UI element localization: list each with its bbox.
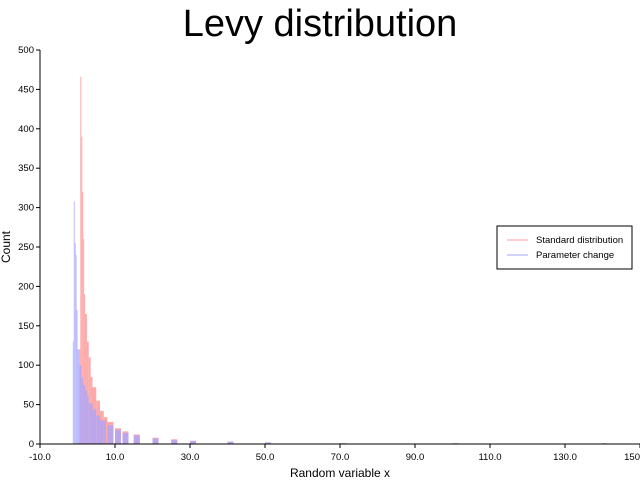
histogram-bar [80, 76, 82, 445]
chart-title: Levy distribution [183, 3, 458, 45]
x-tick-label: 30.0 [181, 452, 200, 463]
series-1 [72, 201, 607, 444]
y-tick-label: 150 [18, 321, 34, 332]
x-tick-label: 130.0 [553, 452, 577, 463]
histogram-bar [265, 442, 271, 444]
histogram-bar [72, 341, 74, 444]
histogram-bar [92, 409, 97, 444]
histogram-bar [115, 429, 121, 444]
histogram-bar [190, 440, 196, 444]
histogram-bar [171, 440, 178, 444]
histogram-bar [100, 420, 106, 444]
y-tick-label: 500 [18, 45, 34, 56]
histogram-bar [76, 310, 78, 444]
histogram-bar [85, 313, 87, 444]
histogram-bar [83, 239, 85, 444]
y-tick-label: 250 [18, 242, 34, 253]
y-axis-label: Count [0, 230, 13, 263]
histogram-bar [77, 349, 80, 444]
y-tick-label: 50 [23, 400, 34, 411]
histogram-bar [73, 201, 75, 444]
y-tick-label: 300 [18, 203, 34, 214]
plot-area [72, 76, 607, 445]
y-tick-label: 100 [18, 360, 34, 371]
histogram-bar [107, 425, 114, 444]
legend-box [496, 225, 633, 270]
x-ticks: -10.0 10.0 30.0 50.0 70.0 90.0 110.0 130.0 150 [29, 444, 640, 463]
histogram-bar [122, 432, 129, 444]
histogram-bar [86, 396, 89, 444]
histogram-bar [86, 341, 89, 444]
histogram-bar [82, 191, 84, 444]
x-tick-label: 90.0 [406, 452, 425, 463]
histogram-bar [85, 390, 87, 444]
histogram-bar [75, 254, 77, 444]
histogram-bar [96, 415, 100, 444]
y-tick-label: 0 [29, 439, 34, 450]
x-axis-label: Random variable x [290, 466, 390, 480]
y-tick-label: 350 [18, 163, 34, 174]
x-tick-label: 70.0 [331, 452, 350, 463]
histogram-bar [88, 357, 91, 444]
histogram-bar [152, 438, 159, 444]
x-tick-label: -10.0 [29, 452, 51, 463]
histogram-bar [74, 243, 76, 444]
histogram-bar [84, 294, 86, 444]
x-tick-label: 150 [624, 452, 640, 463]
histogram-bar [79, 365, 82, 444]
legend-label-standard: Standard distribution [536, 235, 623, 246]
histogram-bar [81, 136, 83, 444]
histogram-bar [81, 377, 84, 444]
legend: Standard distribution Parameter change [496, 225, 633, 270]
y-ticks: 0 50 100 150 200 250 300 350 400 450 500 [18, 45, 40, 450]
histogram-bar [227, 441, 234, 444]
x-tick-label: 110.0 [478, 452, 501, 463]
histogram-bar [88, 403, 93, 444]
histogram-bar [83, 384, 85, 444]
x-tick-label: 10.0 [106, 452, 125, 463]
x-tick-label: 50.0 [256, 452, 275, 463]
legend-label-parameter: Parameter change [536, 250, 614, 261]
y-tick-label: 450 [18, 84, 34, 95]
histogram-bar [133, 435, 140, 444]
y-tick-label: 200 [18, 281, 34, 292]
y-tick-label: 400 [18, 124, 34, 135]
